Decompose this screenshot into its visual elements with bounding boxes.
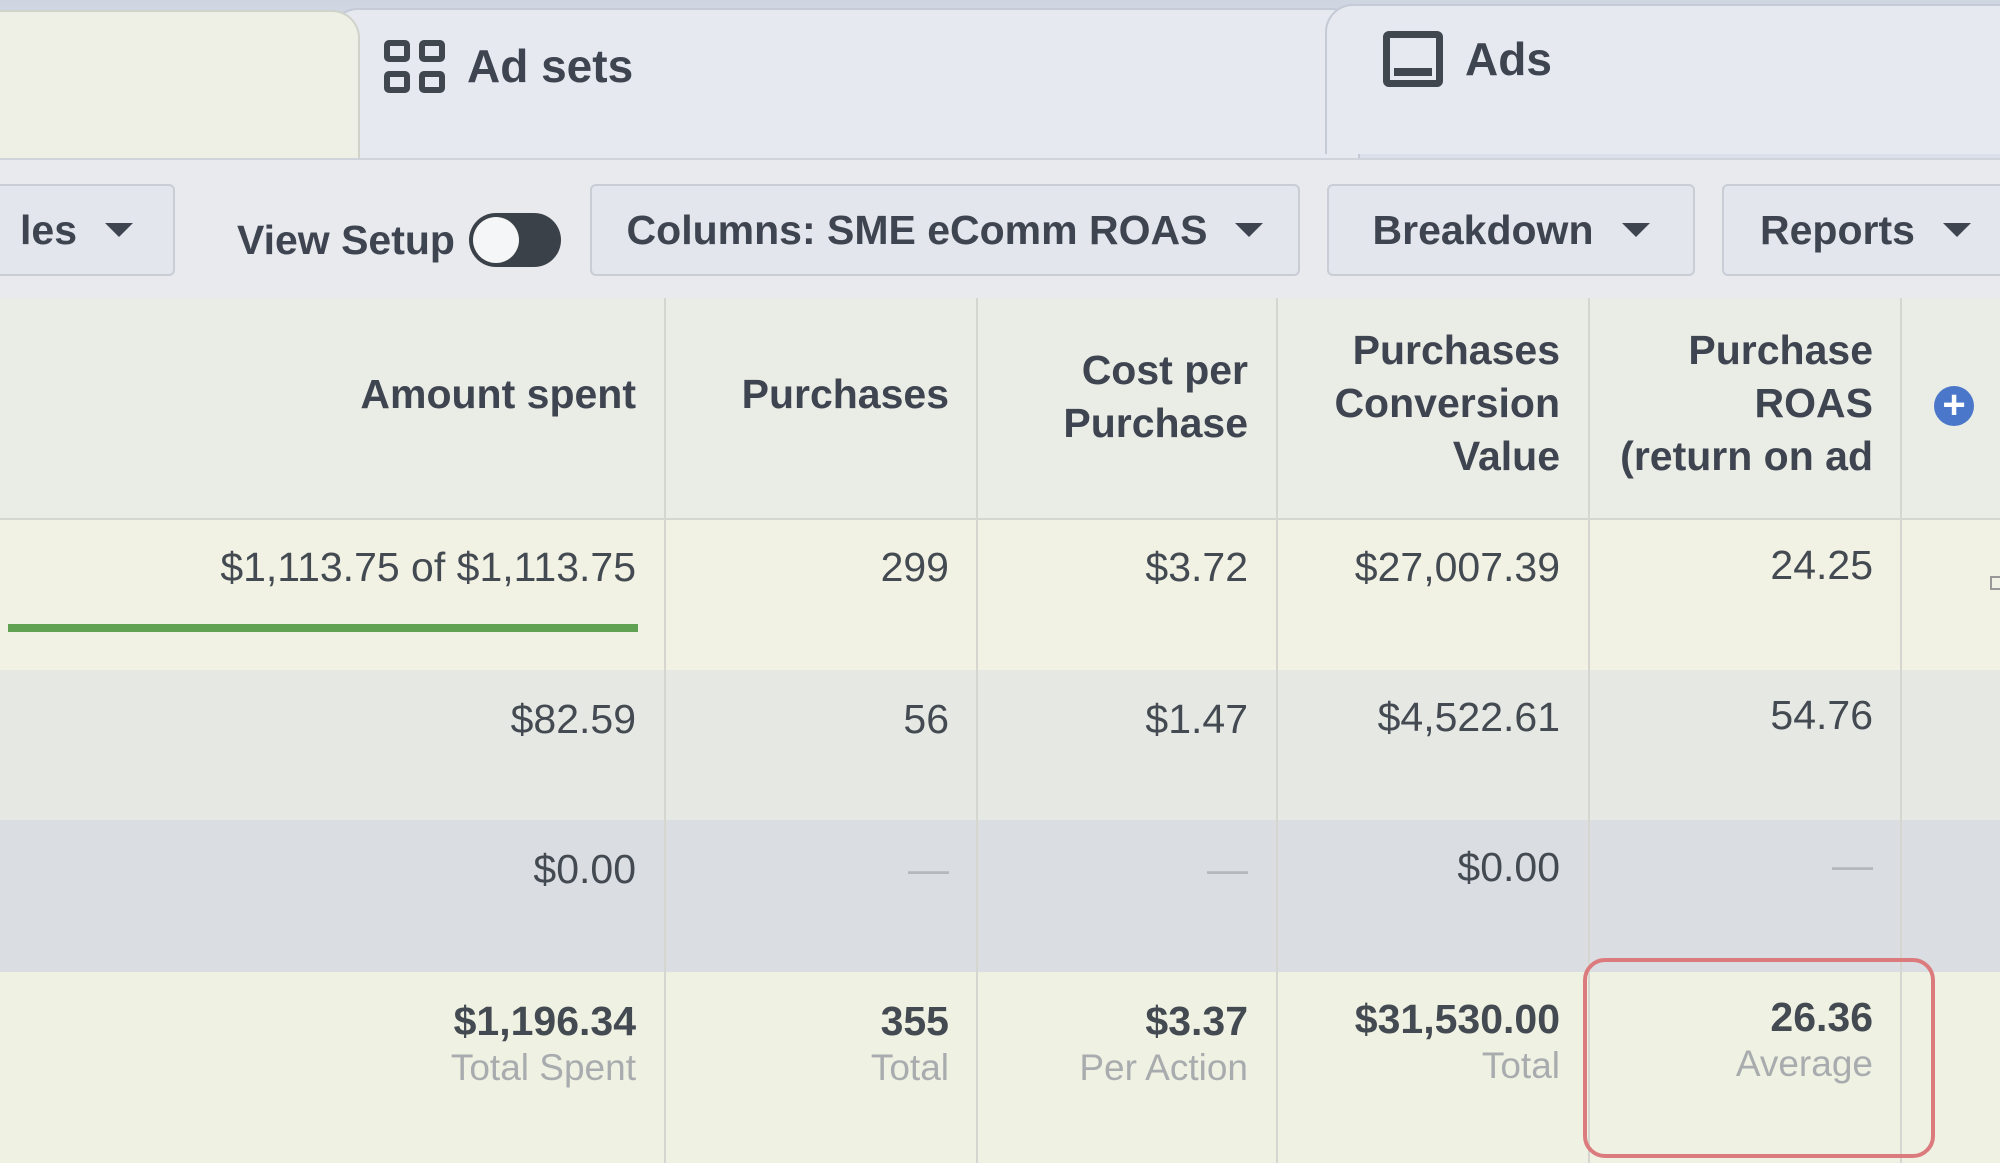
- roas-highlight-outline: [1583, 958, 1935, 1158]
- view-setup-toggle[interactable]: [468, 213, 561, 267]
- add-column-icon[interactable]: +: [1934, 385, 1974, 426]
- reports-dropdown[interactable]: Reports: [1722, 184, 2000, 276]
- total-cost-per-purchase: $3.37 Per Action: [1079, 998, 1248, 1089]
- total-roas: 26.36 Average: [1736, 994, 1873, 1085]
- column-divider: [664, 298, 666, 1163]
- cell-roas: —: [1832, 842, 1873, 888]
- view-setup[interactable]: View Setup: [237, 210, 561, 270]
- cell-purchases: —: [908, 846, 949, 892]
- reports-label: Reports: [1760, 206, 1915, 253]
- cell-amount-spent: $82.59: [510, 696, 636, 742]
- total-roas-caption: Average: [1735, 1043, 1873, 1084]
- header-conv-line-2: Conversion: [1334, 380, 1560, 426]
- view-setup-label: View Setup: [237, 216, 455, 263]
- column-divider: [1276, 298, 1278, 1163]
- header-amount-spent-label: Amount spent: [360, 371, 636, 417]
- column-divider: [1588, 298, 1590, 1163]
- budget-progress-bar: [8, 624, 638, 632]
- header-conv-line-3: Value: [1452, 433, 1560, 479]
- header-purchases-label: Purchases: [741, 371, 949, 417]
- caret-down-icon: [1235, 223, 1264, 237]
- scroll-edge-marker: [1990, 576, 2000, 590]
- caret-down-icon: [1621, 223, 1650, 237]
- tab-ads-label: Ads: [1465, 33, 1552, 85]
- total-cost-per-purchase-value: $3.37: [1145, 998, 1248, 1044]
- rules-dropdown[interactable]: les: [0, 184, 175, 276]
- header-conversion-value[interactable]: Purchases Conversion Value: [1334, 324, 1560, 483]
- cell-amount-spent: $1,113.75 of $1,113.75: [220, 544, 636, 590]
- header-cost-line-1: Cost per: [1081, 347, 1248, 393]
- total-cost-per-purchase-caption: Per Action: [1079, 1047, 1248, 1088]
- tab-ad-sets-label: Ad sets: [467, 40, 634, 92]
- results-table: Amount spent Purchases Cost per Purchase…: [0, 298, 2000, 1163]
- header-cost-per-purchase[interactable]: Cost per Purchase: [1063, 344, 1248, 450]
- toolbar: les View Setup Columns: SME eComm ROAS B…: [0, 158, 2000, 298]
- cell-amount-spent: $0.00: [533, 846, 636, 892]
- cell-conversion-value: $4,522.61: [1377, 694, 1560, 740]
- cell-conversion-value: $0.00: [1457, 844, 1560, 890]
- total-purchases-caption: Total: [870, 1047, 949, 1088]
- tab-campaigns[interactable]: [0, 10, 360, 160]
- table-row[interactable]: $0.00 — — $0.00 —: [0, 820, 2000, 972]
- cell-cost-per-purchase: —: [1207, 846, 1248, 892]
- table-totals-row: $1,196.34 Total Spent 355 Total $3.37 Pe…: [0, 972, 2000, 1163]
- header-conv-line-1: Purchases: [1352, 327, 1560, 373]
- rules-label: les: [20, 206, 77, 253]
- total-conversion-value-value: $31,530.00: [1354, 996, 1560, 1042]
- cell-roas: 24.25: [1770, 542, 1873, 588]
- header-roas-line-3: (return on ad: [1620, 433, 1873, 479]
- total-conversion-value-caption: Total: [1481, 1045, 1560, 1086]
- ad-sets-icon: [384, 39, 445, 93]
- header-amount-spent[interactable]: Amount spent: [360, 368, 636, 421]
- tab-ads[interactable]: Ads: [1325, 4, 2000, 154]
- column-divider: [976, 298, 978, 1163]
- total-amount-spent-value: $1,196.34: [453, 998, 636, 1044]
- header-cost-line-2: Purchase: [1063, 400, 1248, 446]
- cell-purchases: 56: [903, 696, 949, 742]
- total-purchases-value: 355: [880, 998, 949, 1044]
- table-header-row: Amount spent Purchases Cost per Purchase…: [0, 298, 2000, 520]
- caret-down-icon: [1942, 223, 1971, 237]
- breakdown-dropdown[interactable]: Breakdown: [1327, 184, 1695, 276]
- breakdown-label: Breakdown: [1372, 206, 1594, 253]
- header-purchases[interactable]: Purchases: [742, 368, 949, 421]
- cell-purchases: 299: [880, 544, 949, 590]
- header-roas-line-1: Purchase: [1688, 327, 1873, 373]
- total-roas-value: 26.36: [1770, 994, 1873, 1040]
- cell-cost-per-purchase: $1.47: [1145, 696, 1248, 742]
- column-divider: [1900, 298, 1902, 1163]
- cell-cost-per-purchase: $3.72: [1145, 544, 1248, 590]
- ads-icon: [1383, 31, 1443, 87]
- header-roas-line-2: ROAS: [1754, 380, 1873, 426]
- caret-down-icon: [105, 223, 133, 237]
- cell-conversion-value: $27,007.39: [1354, 544, 1560, 590]
- tab-strip: Ad sets Ads: [0, 0, 2000, 160]
- columns-label: Columns: SME eComm ROAS: [626, 206, 1208, 253]
- tab-ad-sets[interactable]: Ad sets: [330, 8, 1360, 158]
- table-row[interactable]: $1,113.75 of $1,113.75 299 $3.72 $27,007…: [0, 520, 2000, 670]
- total-purchases: 355 Total: [871, 998, 949, 1089]
- cell-roas: 54.76: [1770, 692, 1873, 738]
- columns-dropdown[interactable]: Columns: SME eComm ROAS: [590, 184, 1300, 276]
- header-roas[interactable]: Purchase ROAS (return on ad: [1620, 324, 1873, 483]
- table-row[interactable]: $82.59 56 $1.47 $4,522.61 54.76: [0, 670, 2000, 820]
- total-conversion-value: $31,530.00 Total: [1355, 996, 1560, 1087]
- total-amount-spent: $1,196.34 Total Spent: [451, 998, 636, 1089]
- total-amount-spent-caption: Total Spent: [450, 1047, 636, 1088]
